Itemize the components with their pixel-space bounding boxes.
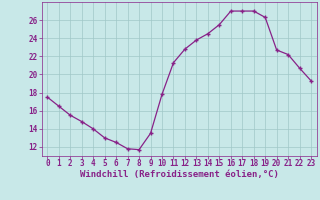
X-axis label: Windchill (Refroidissement éolien,°C): Windchill (Refroidissement éolien,°C)	[80, 170, 279, 179]
